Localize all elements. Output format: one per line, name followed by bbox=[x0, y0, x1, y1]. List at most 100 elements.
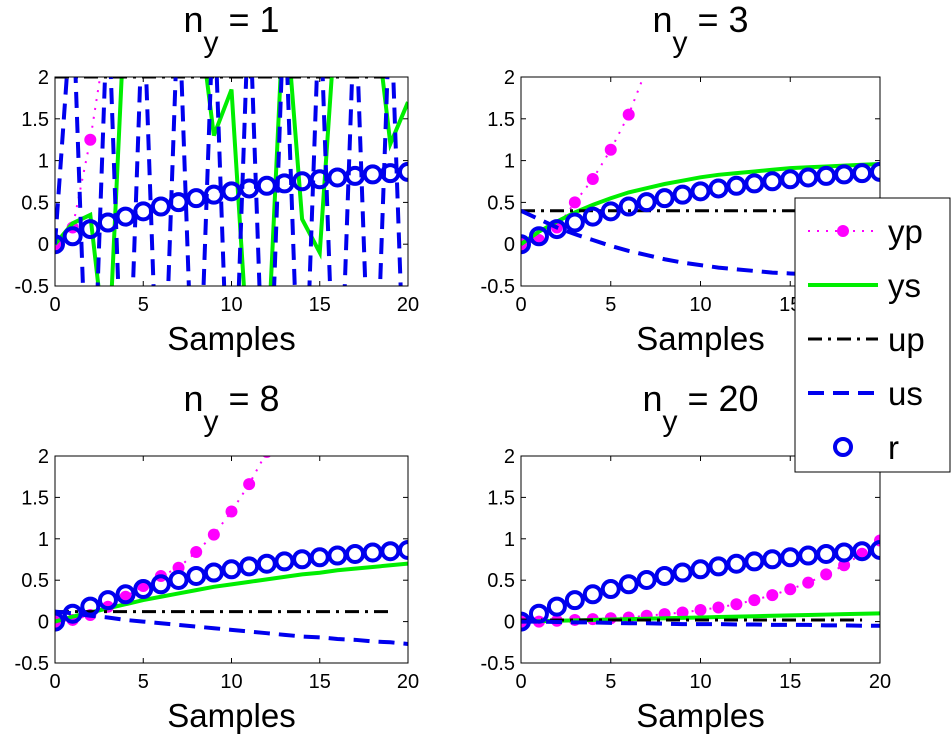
r-marker bbox=[870, 161, 880, 182]
r-marker bbox=[726, 175, 747, 196]
r-marker bbox=[239, 178, 260, 199]
r-marker bbox=[600, 201, 621, 222]
r-marker bbox=[762, 171, 783, 192]
r-marker bbox=[97, 212, 118, 233]
legend-label: up bbox=[888, 321, 925, 358]
x-tick-label: 0 bbox=[49, 671, 60, 693]
r-marker bbox=[834, 542, 855, 563]
x-tick-label: 5 bbox=[138, 294, 149, 316]
title-text: = 20 bbox=[677, 378, 758, 419]
r-marker bbox=[636, 192, 657, 213]
r-marker bbox=[115, 584, 136, 605]
yp-marker bbox=[622, 108, 635, 121]
yp-marker bbox=[730, 598, 743, 611]
series-line bbox=[521, 619, 880, 628]
title-base: n bbox=[642, 378, 662, 419]
r-marker bbox=[62, 226, 83, 247]
title-text: = 8 bbox=[218, 378, 279, 419]
r-marker bbox=[521, 234, 531, 255]
yp-marker bbox=[207, 528, 220, 541]
r-marker bbox=[203, 184, 224, 205]
r-marker bbox=[80, 219, 101, 240]
r-marker bbox=[834, 164, 855, 185]
yp-marker bbox=[766, 589, 779, 602]
yp-marker bbox=[712, 601, 725, 614]
x-tick-label: 20 bbox=[397, 671, 419, 693]
x-tick-label: 10 bbox=[689, 671, 711, 693]
x-tick-label: 5 bbox=[605, 294, 616, 316]
legend-label: r bbox=[888, 429, 899, 466]
r-marker bbox=[528, 603, 549, 624]
y-tick-label: 0.5 bbox=[487, 192, 515, 214]
y-tick-label: 2 bbox=[504, 67, 515, 89]
x-tick-label: 20 bbox=[397, 294, 419, 316]
legend-label: yp bbox=[888, 213, 923, 250]
r-marker bbox=[221, 181, 242, 202]
yp-marker bbox=[802, 576, 815, 589]
yp-marker bbox=[820, 568, 833, 581]
title-base: n bbox=[183, 378, 203, 419]
r-marker bbox=[546, 219, 567, 240]
x-axis-label: Samples bbox=[167, 320, 295, 357]
x-tick-label: 5 bbox=[605, 671, 616, 693]
r-marker bbox=[564, 212, 585, 233]
y-tick-label: -0.5 bbox=[481, 276, 515, 298]
y-tick-label: 0 bbox=[504, 234, 515, 256]
r-marker bbox=[852, 541, 873, 562]
yp-marker bbox=[838, 559, 851, 572]
r-marker bbox=[150, 196, 171, 217]
r-marker bbox=[528, 226, 549, 247]
y-tick-label: 2 bbox=[38, 67, 49, 89]
r-marker bbox=[186, 188, 207, 209]
r-marker bbox=[239, 556, 260, 577]
x-tick-label: 10 bbox=[689, 294, 711, 316]
yp-marker bbox=[641, 63, 653, 75]
r-marker bbox=[55, 234, 65, 255]
r-marker bbox=[582, 584, 603, 605]
r-marker bbox=[221, 559, 242, 580]
legend-label: ys bbox=[888, 267, 921, 304]
title-base: n bbox=[652, 0, 672, 40]
x-tick-label: 10 bbox=[220, 294, 242, 316]
r-marker bbox=[636, 569, 657, 590]
title-base: n bbox=[183, 0, 203, 40]
legend: yp ys up us r bbox=[794, 197, 951, 473]
subplot-title: ny = 8 bbox=[183, 378, 279, 438]
r-marker bbox=[780, 169, 801, 190]
r-marker bbox=[654, 188, 675, 209]
subplot-title: ny = 1 bbox=[183, 0, 279, 59]
data-layer bbox=[55, 77, 408, 286]
r-marker bbox=[115, 206, 136, 227]
series-line bbox=[55, 609, 408, 646]
r-marker bbox=[582, 206, 603, 227]
title-subscript: y bbox=[672, 26, 687, 59]
series-line bbox=[55, 77, 403, 286]
r-marker bbox=[398, 161, 408, 182]
r-marker bbox=[203, 562, 224, 583]
y-tick-label: 2 bbox=[504, 446, 515, 468]
x-axis-label: Samples bbox=[167, 697, 295, 734]
r-marker bbox=[672, 562, 693, 583]
axes-box bbox=[54, 76, 409, 287]
legend-box bbox=[794, 197, 951, 473]
x-axis-label: Samples bbox=[636, 697, 764, 734]
y-tick-label: 1.5 bbox=[487, 109, 515, 131]
axes-box bbox=[54, 455, 409, 664]
y-tick-label: 0.5 bbox=[487, 570, 515, 592]
r-marker bbox=[852, 163, 873, 184]
r-marker bbox=[798, 545, 819, 566]
title-subscript: y bbox=[662, 405, 677, 438]
axes-box bbox=[520, 455, 881, 664]
axes-box bbox=[520, 76, 881, 287]
r-marker bbox=[133, 201, 154, 222]
r-marker bbox=[55, 611, 65, 632]
yp-marker bbox=[604, 143, 617, 156]
yp-marker bbox=[243, 478, 256, 491]
r-marker bbox=[618, 574, 639, 595]
r-marker bbox=[762, 549, 783, 570]
r-marker bbox=[80, 596, 101, 617]
y-tick-label: 0 bbox=[504, 612, 515, 634]
x-tick-label: 10 bbox=[220, 671, 242, 693]
